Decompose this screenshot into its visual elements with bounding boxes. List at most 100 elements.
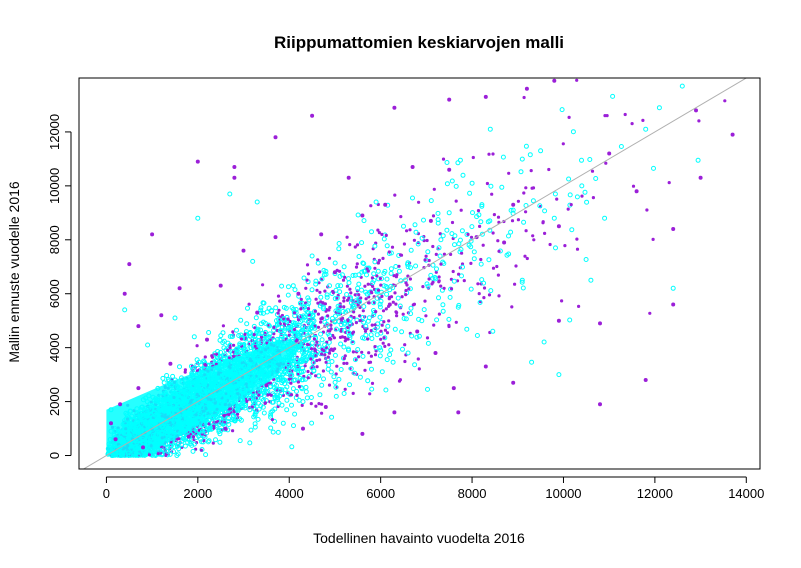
- data-point-cyan: [421, 307, 427, 313]
- data-point-purple: [328, 348, 332, 352]
- data-point-purple: [247, 302, 251, 306]
- data-point-cyan: [338, 341, 344, 347]
- data-point-cyan: [369, 386, 375, 392]
- data-point-purple: [478, 224, 482, 228]
- data-point-cyan: [261, 410, 267, 416]
- data-point-cyan: [436, 245, 442, 251]
- data-point-cyan: [236, 403, 241, 409]
- data-point-cyan: [529, 359, 535, 365]
- data-point-purple: [315, 358, 319, 363]
- data-point-cyan: [319, 276, 325, 282]
- data-point-purple: [316, 258, 320, 262]
- data-point-cyan: [294, 362, 300, 368]
- data-point-cyan: [487, 218, 493, 224]
- data-point-purple: [324, 360, 328, 364]
- data-point-cyan: [332, 352, 338, 358]
- data-point-cyan: [582, 189, 588, 195]
- data-point-cyan: [319, 337, 325, 343]
- data-point-purple: [357, 355, 361, 359]
- data-point-cyan: [369, 336, 375, 341]
- data-point-cyan: [348, 366, 354, 372]
- data-point-cyan: [303, 389, 309, 395]
- data-point-cyan: [346, 276, 351, 282]
- data-point-purple: [496, 239, 500, 243]
- data-point-cyan: [247, 440, 253, 446]
- data-point-cyan: [521, 219, 527, 225]
- data-point-purple: [524, 186, 528, 190]
- data-point-purple: [427, 258, 431, 263]
- data-point-cyan: [288, 363, 294, 369]
- data-point-purple: [345, 235, 349, 239]
- data-point-purple: [471, 155, 475, 160]
- data-point-cyan: [579, 157, 584, 163]
- data-point-cyan: [281, 368, 287, 374]
- data-point-cyan: [352, 370, 358, 376]
- data-point-cyan: [277, 328, 283, 334]
- data-point-purple: [454, 199, 458, 203]
- data-point-purple: [355, 243, 360, 247]
- data-point-cyan: [618, 144, 624, 149]
- data-point-cyan: [627, 17, 631, 21]
- data-point-cyan: [412, 222, 418, 228]
- data-point-purple: [431, 244, 435, 249]
- data-point-cyan: [324, 292, 330, 298]
- data-point-cyan: [300, 358, 306, 364]
- data-point-purple: [321, 301, 325, 305]
- data-point-purple: [648, 311, 652, 315]
- data-point-cyan: [451, 278, 457, 284]
- data-point-cyan: [311, 367, 317, 373]
- data-point-cyan: [313, 278, 319, 284]
- data-point-cyan: [217, 337, 223, 343]
- data-point-cyan: [277, 387, 283, 392]
- data-point-cyan: [440, 308, 446, 314]
- data-point-purple: [408, 228, 412, 232]
- data-point-cyan: [446, 316, 452, 322]
- data-point-cyan: [470, 210, 475, 216]
- data-point-purple: [327, 308, 331, 312]
- data-point-cyan: [428, 272, 434, 278]
- data-point-cyan: [238, 317, 244, 323]
- data-point-purple: [541, 220, 545, 224]
- data-point-cyan: [408, 265, 413, 271]
- data-point-cyan: [258, 307, 264, 313]
- data-point-cyan: [312, 353, 318, 358]
- data-point-cyan: [375, 268, 381, 274]
- data-point-cyan: [439, 287, 445, 293]
- data-point-cyan: [269, 308, 275, 314]
- data-point-purple: [313, 354, 318, 358]
- data-point-purple: [548, 242, 552, 247]
- data-point-purple: [397, 379, 402, 383]
- data-point-cyan: [326, 362, 332, 368]
- data-point-cyan: [171, 449, 177, 455]
- data-point-purple: [369, 329, 373, 333]
- data-point-purple: [299, 307, 303, 311]
- data-point-cyan: [261, 390, 267, 396]
- data-point-cyan: [359, 287, 364, 293]
- data-point-cyan: [332, 379, 338, 385]
- data-point-purple: [432, 187, 436, 191]
- data-point-cyan: [357, 299, 363, 305]
- data-point-cyan: [256, 340, 262, 346]
- data-point-cyan: [341, 344, 347, 350]
- data-point-cyan: [191, 365, 197, 371]
- data-point-cyan: [321, 267, 327, 273]
- data-point-cyan: [400, 346, 405, 352]
- data-point-cyan: [238, 417, 244, 423]
- data-point-purple: [156, 452, 160, 456]
- data-point-purple: [345, 361, 349, 365]
- data-point-purple: [387, 319, 391, 323]
- data-point-cyan: [464, 326, 470, 332]
- data-point-cyan: [468, 286, 474, 292]
- data-point-cyan: [415, 241, 421, 247]
- data-point-purple: [374, 310, 378, 314]
- data-point-purple: [319, 320, 323, 324]
- data-point-cyan: [344, 292, 350, 297]
- data-point-purple: [384, 307, 388, 311]
- data-point-cyan: [268, 414, 274, 420]
- data-point-purple: [447, 324, 451, 329]
- data-point-cyan: [272, 418, 277, 424]
- data-point-cyan: [242, 405, 248, 411]
- data-point-cyan: [377, 301, 383, 307]
- data-point-purple: [366, 337, 370, 341]
- data-point-cyan: [388, 270, 394, 276]
